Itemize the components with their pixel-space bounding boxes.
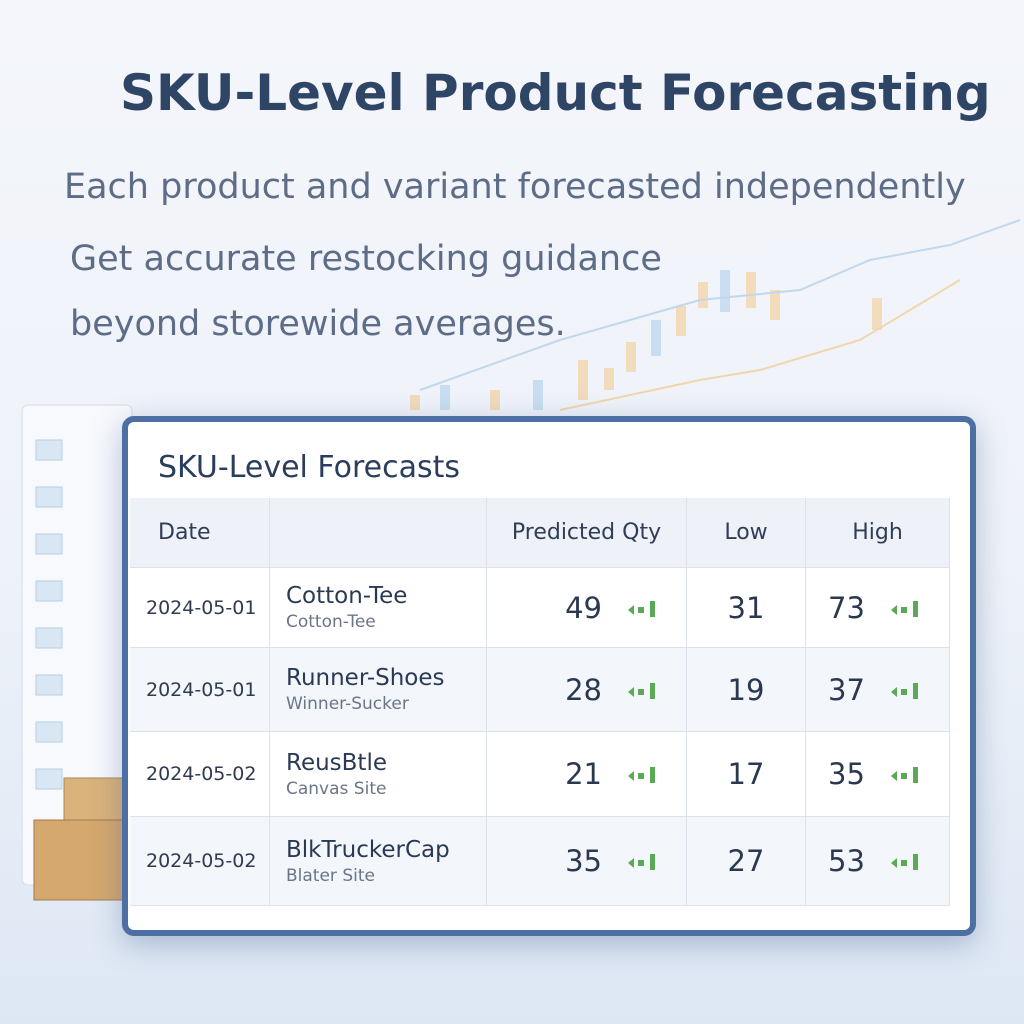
trend-icon [628, 682, 655, 699]
page-title: SKU-Level Product Forecasting [120, 64, 991, 122]
trend-icon [890, 600, 918, 617]
boxes [33, 777, 125, 901]
high-cell: 73 [806, 568, 950, 648]
date-cell: 2024-05-02 [130, 732, 270, 817]
header-text: Low [724, 520, 768, 545]
date-cell: 2024-05-01 [130, 568, 270, 648]
low-cell: 17 [687, 732, 806, 817]
trend-icon [628, 600, 655, 617]
card-title: SKU-Level Forecasts [158, 450, 460, 485]
low-cell: 31 [687, 568, 806, 648]
sku-name: ReusBtle [286, 749, 387, 776]
side-icons [35, 439, 63, 790]
trend-icon [628, 854, 655, 870]
predicted-value: 35 [565, 844, 602, 878]
sku-name: Runner-Shoes [286, 665, 445, 691]
predicted-value: 28 [565, 672, 602, 707]
column-header: Low [687, 498, 806, 568]
header-text: Predicted Qty [511, 520, 662, 545]
subtitle-line: Get accurate restocking guidance [70, 239, 662, 279]
candles [410, 219, 1021, 411]
sku-sub: Blater Site [286, 865, 375, 886]
low-cell: 27 [687, 817, 806, 906]
sku-name: Cotton-Tee [286, 583, 408, 609]
column-header: Date [130, 498, 270, 568]
header-text: High [852, 520, 903, 545]
predicted-cell: 49 [487, 568, 687, 648]
trend-icon [890, 854, 918, 870]
subtitle-line: Each product and variant forecasted inde… [64, 167, 966, 207]
sku-sub: Canvas Site [286, 778, 387, 799]
sku-cell: Runner-Shoes Winner-Sucker [270, 648, 487, 732]
column-header: High [806, 498, 950, 568]
high-cell: 37 [806, 648, 950, 732]
date-cell: 2024-05-01 [130, 648, 270, 732]
high-value: 53 [828, 844, 865, 878]
date-cell: 2024-05-02 [130, 817, 270, 906]
column-header: Predicted Qty [487, 498, 687, 568]
sku-sub: Winner-Sucker [286, 694, 409, 714]
predicted-cell: 28 [487, 648, 687, 732]
high-cell: 35 [806, 732, 950, 817]
sku-cell: Cotton-Tee Cotton-Tee [270, 568, 487, 648]
subtitle-line: beyond storewide averages. [70, 304, 566, 344]
predicted-cell: 35 [487, 817, 687, 906]
header-text: Date [158, 520, 211, 545]
high-value: 37 [828, 672, 865, 707]
low-cell: 19 [687, 648, 806, 732]
column-header [270, 498, 487, 568]
high-value: 35 [828, 757, 865, 791]
sku-cell: BlkTruckerCap Blater Site [270, 817, 487, 906]
sku-cell: ReusBtle Canvas Site [270, 732, 487, 817]
trend-icon [628, 767, 655, 783]
sku-name: BlkTruckerCap [286, 836, 450, 863]
sku-sub: Cotton-Tee [286, 612, 376, 632]
high-value: 73 [828, 590, 865, 625]
trend-icon [890, 682, 918, 699]
predicted-cell: 21 [487, 732, 687, 817]
predicted-value: 49 [565, 590, 602, 625]
high-cell: 53 [806, 817, 950, 906]
trend-icon [890, 767, 918, 783]
predicted-value: 21 [565, 757, 602, 791]
forecast-card: SKU-Level Forecasts Date Predicted Qty Low… [122, 416, 976, 936]
